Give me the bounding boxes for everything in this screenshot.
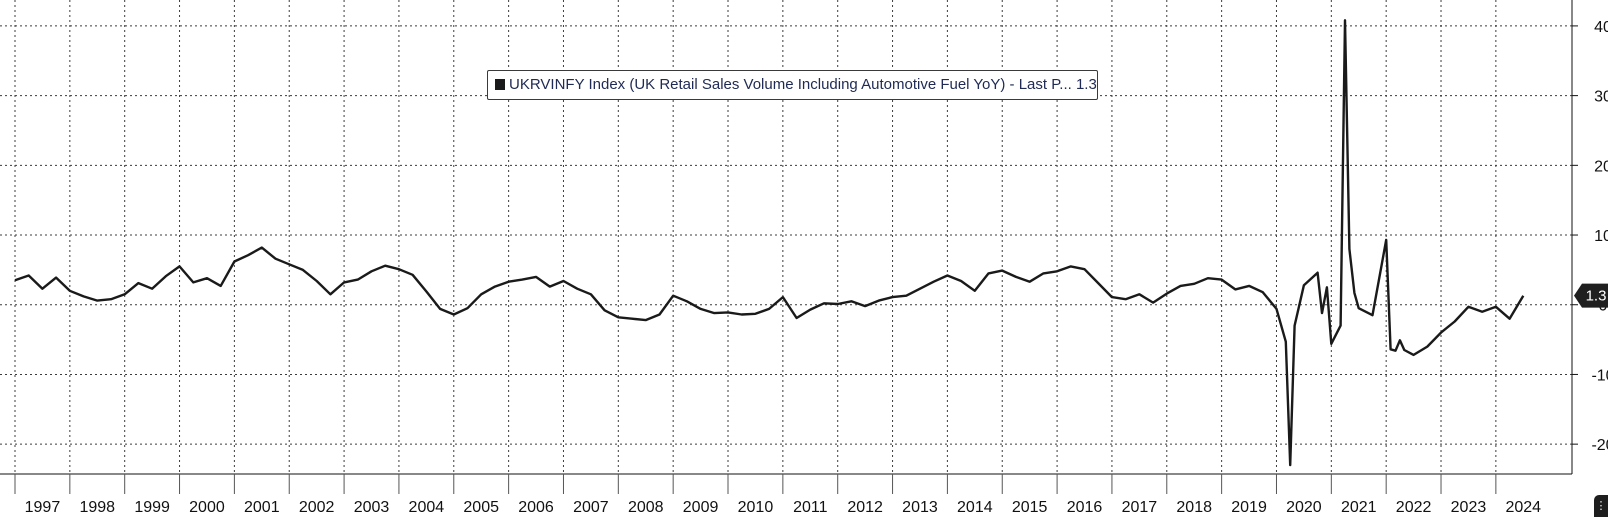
x-tick-label: 2007: [573, 499, 609, 516]
x-tick-label: 2012: [847, 499, 883, 516]
x-tick-label: 1997: [25, 499, 61, 516]
x-tick-label: 2013: [902, 499, 938, 516]
x-tick-label: 2018: [1176, 499, 1212, 516]
x-tick-label: 2016: [1067, 499, 1103, 516]
x-tick-label: 2022: [1396, 499, 1432, 516]
x-tick-label: 2019: [1231, 499, 1267, 516]
x-tick-label: 2000: [189, 499, 225, 516]
series-layer: [14, 19, 1525, 467]
x-tick-label: 2014: [957, 499, 993, 516]
x-tick-label: 2006: [518, 499, 554, 516]
y-tick-label: 30: [1594, 89, 1608, 106]
x-tick-label: 1999: [134, 499, 170, 516]
x-tick-label: 1998: [79, 499, 115, 516]
x-tick-label: 2024: [1505, 499, 1541, 516]
last-value-badge: [1574, 283, 1608, 308]
x-tick-label: 2015: [1012, 499, 1048, 516]
y-tick-label: 20: [1594, 158, 1608, 175]
x-tick-label: 2017: [1122, 499, 1158, 516]
legend-text: UKRVINFY Index (UK Retail Sales Volume I…: [509, 76, 1097, 93]
x-tick-label: 2023: [1451, 499, 1487, 516]
x-tick-label: 2008: [628, 499, 664, 516]
chart-legend: UKRVINFY Index (UK Retail Sales Volume I…: [487, 70, 1098, 100]
y-tick-label: -10: [1591, 367, 1608, 384]
series-line: [14, 19, 1525, 467]
x-tick-label: 2003: [354, 499, 390, 516]
last-value-label: 1.3: [1586, 288, 1607, 305]
x-tick-label: 2021: [1341, 499, 1377, 516]
x-tick-label: 2010: [738, 499, 774, 516]
y-tick-label: -20: [1591, 437, 1608, 454]
y-axis-ticks: -20-10010203040: [1572, 19, 1608, 454]
x-tick-label: 2009: [683, 499, 719, 516]
x-tick-label: 2004: [409, 499, 445, 516]
legend-swatch-icon: [495, 79, 505, 90]
axes: [0, 0, 1573, 475]
x-tick-label: 2011: [793, 499, 828, 516]
y-tick-label: 10: [1594, 228, 1608, 245]
y-tick-label: 40: [1594, 19, 1608, 36]
x-axis-ticks: 1997 1998 1999 2000 2001 2002 2003 2004 2005 2006…: [14, 474, 1541, 516]
x-tick-label: 2002: [299, 499, 335, 516]
chart-options-icon[interactable]: ⋮: [1594, 495, 1608, 517]
last-value-marker: 1.3: [1574, 283, 1608, 308]
x-tick-label: 2001: [244, 499, 280, 516]
x-tick-label: 2005: [463, 499, 499, 516]
x-tick-label: 2020: [1286, 499, 1322, 516]
